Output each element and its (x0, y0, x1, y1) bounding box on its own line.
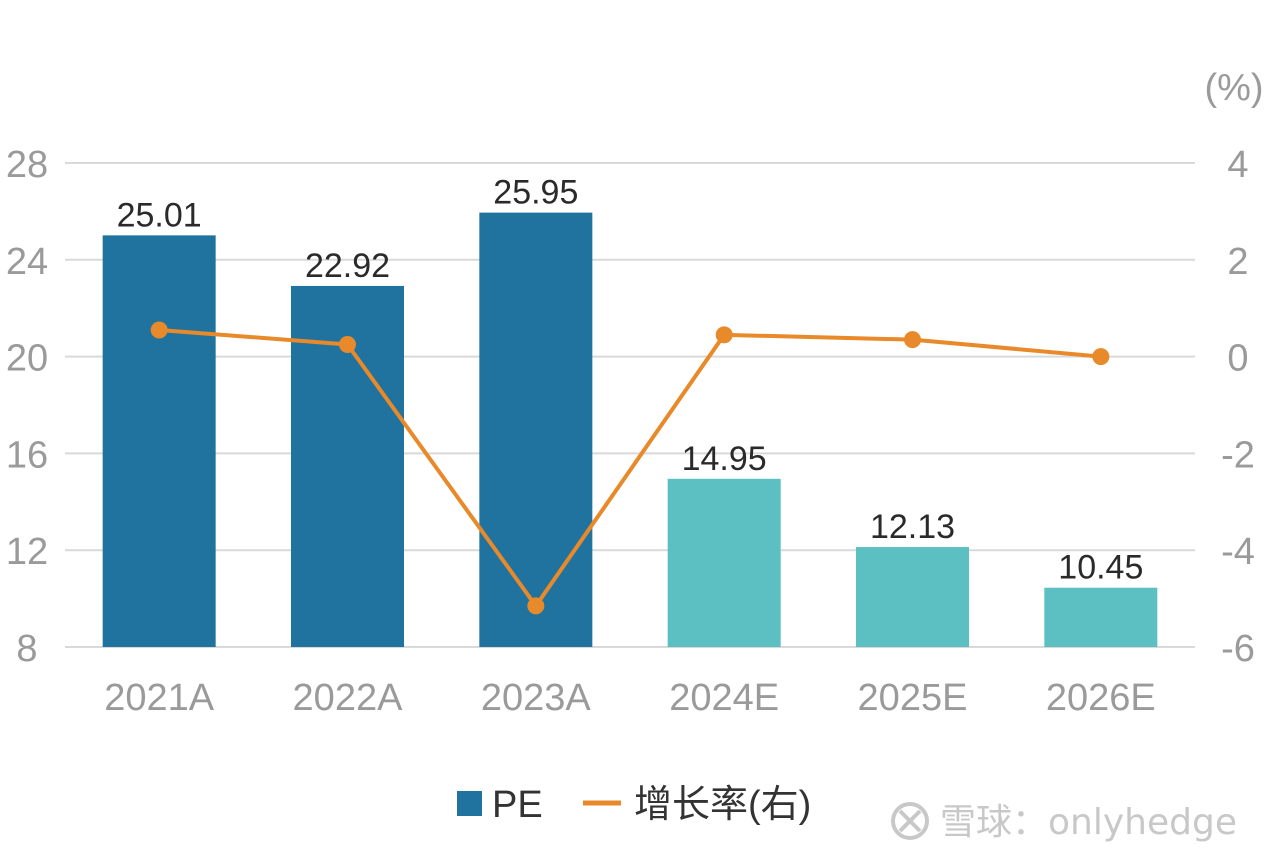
growth-point (1092, 348, 1110, 366)
pe-bar-label: 22.92 (305, 247, 390, 285)
left-axis-ticks: 8 12 16 20 24 28 (6, 144, 48, 670)
legend-pe-swatch (457, 791, 482, 816)
legend-growth-label: 增长率(右) (634, 784, 811, 826)
pe-bar (856, 547, 969, 647)
bars (102, 212, 1158, 648)
right-tick-label: 4 (1227, 144, 1248, 186)
growth-point (904, 331, 921, 349)
growth-point (150, 321, 168, 339)
bar-labels: 25.01 22.92 25.95 14.95 12.13 10.45 (117, 174, 1144, 587)
left-tick-label: 16 (6, 434, 48, 476)
left-tick-label: 12 (6, 531, 48, 573)
pe-bar-label: 25.95 (493, 174, 578, 212)
pe-bar (667, 478, 781, 647)
x-tick-label: 2021A (104, 677, 215, 719)
left-tick-label: 20 (6, 338, 48, 380)
right-tick-label: -6 (1221, 628, 1255, 670)
x-tick-label: 2023A (481, 677, 592, 719)
pe-bar-label: 25.01 (117, 196, 202, 234)
snowball-logo-icon (891, 802, 929, 840)
watermark: 雪球：onlyhedge (891, 802, 1237, 843)
growth-point (339, 336, 356, 353)
grid-lines (65, 162, 1195, 648)
left-tick-label: 24 (6, 241, 48, 283)
left-tick-label: 8 (16, 628, 37, 670)
left-tick-label: 28 (6, 144, 48, 186)
pe-bar-label: 10.45 (1058, 549, 1143, 587)
x-tick-label: 2022A (293, 677, 404, 719)
x-tick-label: 2025E (858, 677, 968, 719)
x-tick-label: 2024E (669, 677, 779, 719)
right-tick-label: 2 (1227, 241, 1248, 283)
pe-bar (1044, 587, 1158, 647)
x-axis-ticks: 2021A 2022A 2023A 2024E 2025E 2026E (104, 677, 1156, 719)
right-axis-unit-label: (%) (1204, 67, 1263, 109)
growth-line-series (150, 321, 1110, 615)
pe-bar-label: 14.95 (682, 440, 767, 478)
right-axis-ticks: -6 -4 -2 0 2 4 (1221, 144, 1255, 670)
right-tick-label: -2 (1221, 434, 1255, 476)
legend: PE 增长率(右) (457, 784, 811, 826)
legend-pe-label: PE (492, 784, 543, 826)
right-tick-label: -4 (1221, 531, 1255, 573)
watermark-text: 雪球：onlyhedge (940, 802, 1237, 843)
pe-bar (102, 235, 216, 647)
growth-point (527, 597, 545, 615)
x-tick-label: 2026E (1046, 677, 1156, 719)
pe-bar (479, 212, 593, 648)
growth-point (715, 326, 733, 344)
pe-bar-label: 12.13 (870, 508, 955, 546)
growth-line (159, 327, 1102, 608)
right-tick-label: 0 (1227, 338, 1248, 380)
